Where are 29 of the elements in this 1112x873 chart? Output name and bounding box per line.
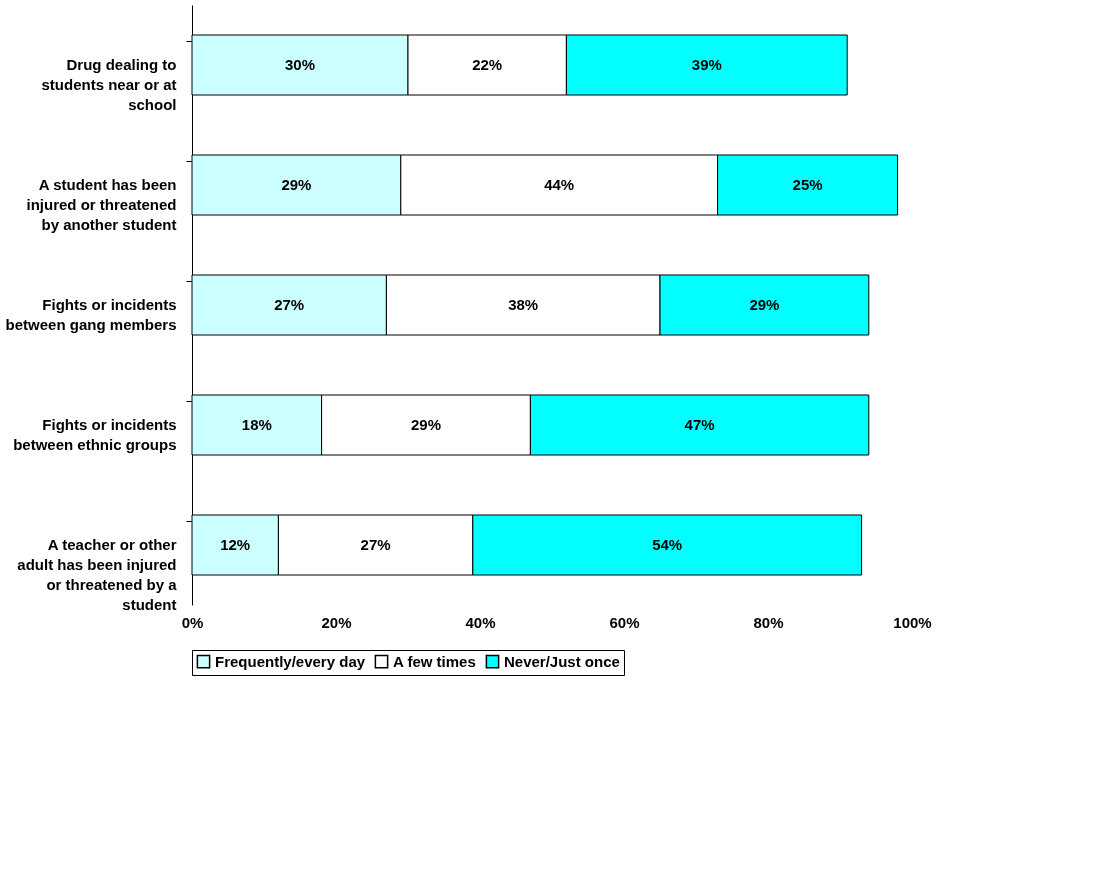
data-label: 44% — [544, 176, 575, 193]
x-tick-label: 80% — [753, 613, 784, 631]
data-label: 47% — [684, 416, 715, 433]
data-label: 29% — [281, 176, 312, 193]
x-tick-label: 0% — [181, 613, 204, 631]
x-tick-label: 20% — [321, 613, 352, 631]
data-label: 30% — [284, 56, 316, 73]
data-label: 29% — [749, 296, 780, 313]
data-label: 54% — [652, 536, 683, 553]
data-label: 12% — [220, 536, 251, 553]
data-label: 27% — [360, 536, 391, 553]
data-label: 38% — [508, 296, 539, 313]
data-label: 18% — [241, 416, 272, 433]
x-tick-label: 60% — [609, 613, 640, 631]
y-tick-label: A teacher or other adult has been injured or threatened by a student — [17, 536, 178, 613]
legend-label: Never/Just once — [504, 652, 620, 670]
y-tick-label: Fights or incidents between gang members — [5, 296, 177, 333]
data-label: 25% — [792, 176, 823, 193]
data-label: 39% — [691, 56, 722, 73]
data-label: 27% — [274, 296, 305, 313]
data-label: 22% — [472, 56, 503, 73]
x-tick-label: 100% — [893, 613, 932, 631]
legend-label: Frequently/every day — [215, 652, 366, 670]
data-label: 29% — [410, 416, 442, 433]
legend-label: A few times — [393, 652, 476, 670]
y-tick-label: Drug dealing to students near or at school — [41, 56, 177, 113]
x-tick-label: 40% — [465, 613, 496, 631]
y-tick-label: Fights or incidents between ethnic groups — [13, 416, 177, 453]
y-tick-label: A student has been injured or threatened by another student — [26, 176, 177, 233]
